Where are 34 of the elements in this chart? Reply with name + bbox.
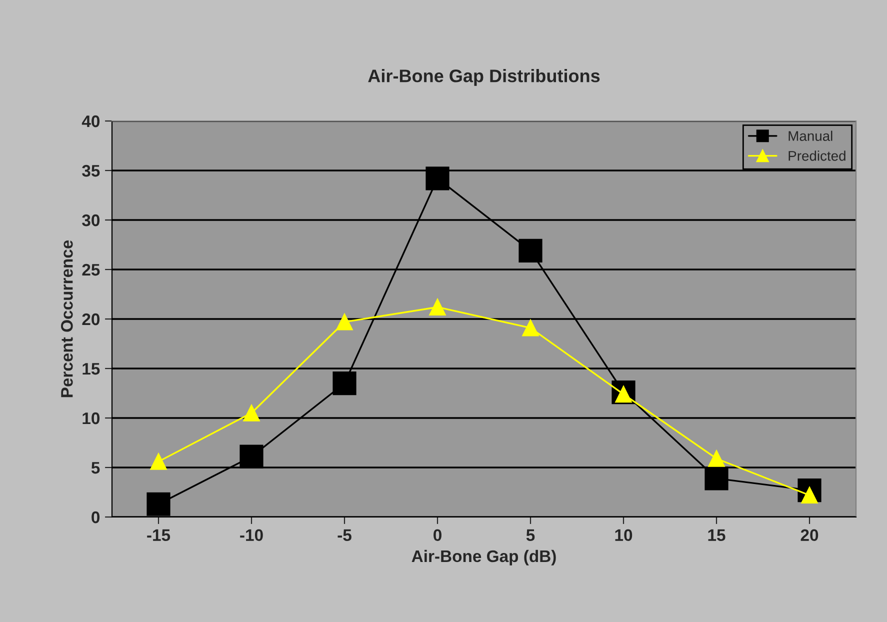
point	[518, 238, 542, 262]
x-axis-title: Air-Bone Gap (dB)	[412, 550, 556, 566]
y-axis-title: Percent Occurrence	[61, 240, 73, 398]
y-tick-label: 25	[82, 264, 100, 276]
legend-label: Predicted	[788, 150, 846, 161]
x-tick-label: 10	[615, 529, 632, 542]
point	[704, 466, 728, 490]
y-tick-label: 5	[91, 462, 100, 474]
point	[243, 404, 260, 422]
x-tick-label: -15	[147, 529, 170, 542]
point	[336, 314, 353, 330]
x-tick-label: -10	[240, 529, 263, 542]
y-tick-label: 40	[82, 115, 100, 128]
y-tick-label: 10	[82, 412, 100, 424]
point	[240, 444, 264, 468]
y-tick-label: 30	[82, 214, 100, 226]
x-tick-label: 15	[708, 529, 726, 542]
chart-title: Air-Bone Gap Distributions	[368, 69, 600, 86]
point	[150, 453, 167, 470]
y-tick-label: 35	[82, 164, 100, 177]
point	[429, 298, 446, 316]
x-tick-label: 20	[800, 529, 818, 542]
x-tick-label: -5	[338, 529, 352, 542]
x-tick-label: 0	[434, 529, 442, 542]
legend-label: Manual	[788, 130, 832, 141]
point	[708, 450, 725, 467]
point	[522, 320, 539, 336]
y-tick-label: 15	[82, 363, 100, 375]
point	[426, 166, 450, 190]
x-tick-label: 5	[526, 529, 535, 542]
point	[332, 372, 356, 396]
y-tick-label: 20	[82, 313, 100, 326]
point	[146, 492, 170, 516]
y-tick-label: 0	[92, 511, 100, 524]
